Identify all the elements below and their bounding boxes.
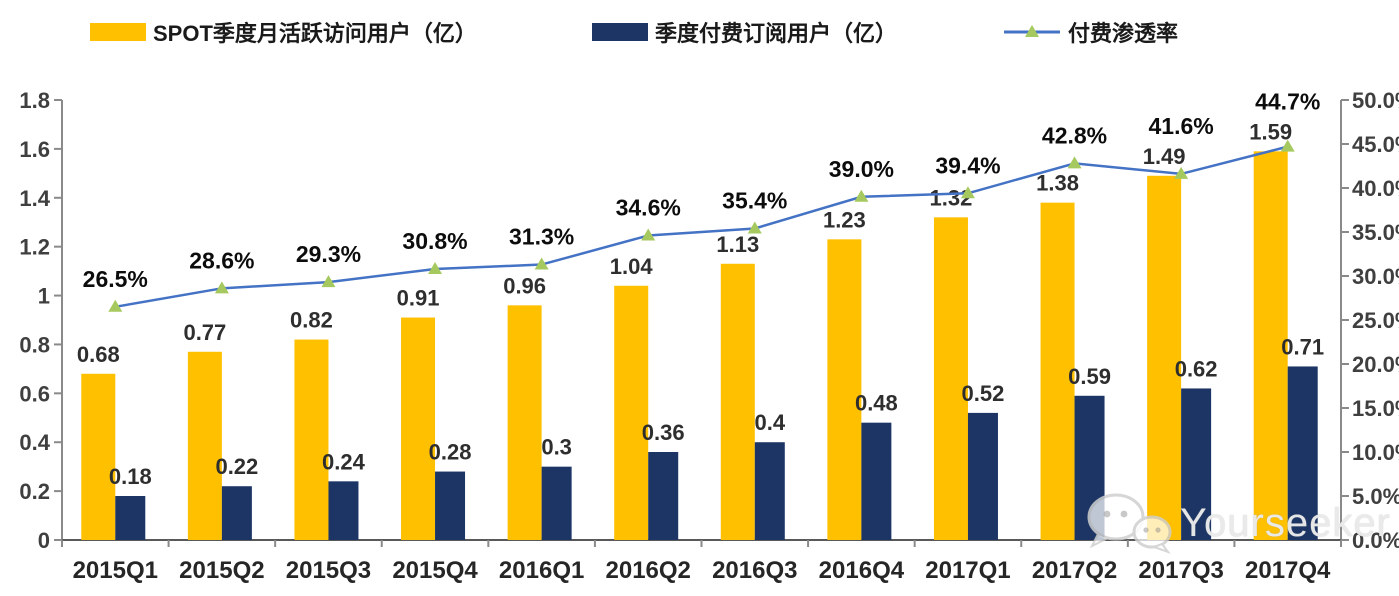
- svg-text:0.36: 0.36: [642, 420, 685, 445]
- svg-text:2017Q4: 2017Q4: [1245, 557, 1331, 584]
- svg-text:26.5%: 26.5%: [83, 266, 148, 292]
- svg-text:1.4: 1.4: [19, 186, 50, 211]
- svg-text:0: 0: [38, 528, 50, 553]
- svg-text:40.0%: 40.0%: [1352, 176, 1399, 201]
- svg-text:0.62: 0.62: [1175, 356, 1218, 381]
- svg-text:5.0%: 5.0%: [1352, 484, 1399, 509]
- mau-bar-swatch: [90, 23, 146, 41]
- svg-text:25.0%: 25.0%: [1352, 308, 1399, 333]
- svg-text:1.23: 1.23: [823, 207, 866, 232]
- svg-text:1.8: 1.8: [19, 88, 50, 113]
- svg-text:1.59: 1.59: [1249, 119, 1292, 144]
- svg-text:45.0%: 45.0%: [1352, 132, 1399, 157]
- svg-text:39.4%: 39.4%: [935, 152, 1000, 178]
- svg-text:0.59: 0.59: [1068, 364, 1111, 389]
- svg-text:1.2: 1.2: [19, 235, 50, 260]
- svg-text:2017Q2: 2017Q2: [1032, 557, 1117, 584]
- svg-text:0.91: 0.91: [397, 286, 440, 311]
- svg-text:0.3: 0.3: [541, 435, 572, 460]
- svg-text:1.49: 1.49: [1143, 144, 1186, 169]
- legend-item-subscribers: 季度付费订阅用户（亿）: [592, 16, 897, 48]
- svg-text:1.13: 1.13: [716, 232, 759, 257]
- svg-text:0.8: 0.8: [19, 332, 50, 357]
- legend-label-penetration: 付费渗透率: [1068, 21, 1179, 46]
- svg-text:29.3%: 29.3%: [296, 241, 361, 267]
- svg-text:1.04: 1.04: [610, 254, 654, 279]
- svg-text:39.0%: 39.0%: [829, 156, 894, 182]
- subscribers-bar-swatch: [592, 23, 648, 41]
- svg-text:35.4%: 35.4%: [722, 187, 787, 213]
- svg-text:0.48: 0.48: [855, 391, 898, 416]
- svg-text:50.0%: 50.0%: [1352, 88, 1399, 113]
- svg-text:34.6%: 34.6%: [616, 195, 681, 221]
- svg-text:10.0%: 10.0%: [1352, 440, 1399, 465]
- svg-text:2016Q1: 2016Q1: [499, 557, 584, 584]
- svg-text:0.28: 0.28: [429, 440, 472, 465]
- svg-text:2016Q2: 2016Q2: [606, 557, 691, 584]
- svg-text:2016Q3: 2016Q3: [712, 557, 797, 584]
- svg-text:2015Q2: 2015Q2: [179, 557, 264, 584]
- svg-text:30.0%: 30.0%: [1352, 264, 1399, 289]
- legend-item-mau: SPOT季度月活跃访问用户（亿）: [90, 16, 477, 48]
- svg-text:0.6: 0.6: [19, 381, 50, 406]
- svg-text:28.6%: 28.6%: [189, 247, 254, 273]
- svg-text:44.7%: 44.7%: [1255, 88, 1320, 114]
- legend-label-subscribers: 季度付费订阅用户（亿）: [655, 21, 898, 46]
- svg-text:0.2: 0.2: [19, 479, 50, 504]
- svg-text:0.0%: 0.0%: [1352, 528, 1399, 553]
- svg-text:15.0%: 15.0%: [1352, 396, 1399, 421]
- svg-text:1.6: 1.6: [19, 137, 50, 162]
- svg-text:2016Q4: 2016Q4: [819, 557, 905, 584]
- line-triangle-marker-swatch: [1004, 25, 1060, 37]
- svg-text:0.22: 0.22: [215, 454, 258, 479]
- svg-text:20.0%: 20.0%: [1352, 352, 1399, 377]
- svg-text:35.0%: 35.0%: [1352, 220, 1399, 245]
- svg-text:0.68: 0.68: [77, 342, 120, 367]
- svg-text:2017Q3: 2017Q3: [1138, 557, 1223, 584]
- svg-text:0.18: 0.18: [109, 464, 152, 489]
- svg-text:30.8%: 30.8%: [402, 228, 467, 254]
- svg-text:2015Q3: 2015Q3: [286, 557, 371, 584]
- svg-text:1: 1: [38, 284, 50, 309]
- svg-text:0.4: 0.4: [754, 410, 785, 435]
- svg-text:0.77: 0.77: [183, 320, 226, 345]
- svg-text:31.3%: 31.3%: [509, 224, 574, 250]
- svg-text:2015Q1: 2015Q1: [73, 557, 158, 584]
- svg-text:0.71: 0.71: [1281, 334, 1324, 359]
- legend-item-penetration: 付费渗透率: [1003, 16, 1178, 48]
- svg-text:42.8%: 42.8%: [1042, 122, 1107, 148]
- svg-text:41.6%: 41.6%: [1149, 113, 1214, 139]
- legend-label-mau: SPOT季度月活跃访问用户（亿）: [153, 21, 477, 46]
- svg-text:2017Q1: 2017Q1: [925, 557, 1010, 584]
- svg-text:0.82: 0.82: [290, 308, 333, 333]
- svg-text:2015Q4: 2015Q4: [392, 557, 478, 584]
- svg-text:0.24: 0.24: [322, 449, 366, 474]
- svg-text:1.38: 1.38: [1036, 171, 1079, 196]
- svg-text:0.4: 0.4: [19, 430, 50, 455]
- svg-text:0.96: 0.96: [503, 273, 546, 298]
- svg-text:0.52: 0.52: [962, 381, 1005, 406]
